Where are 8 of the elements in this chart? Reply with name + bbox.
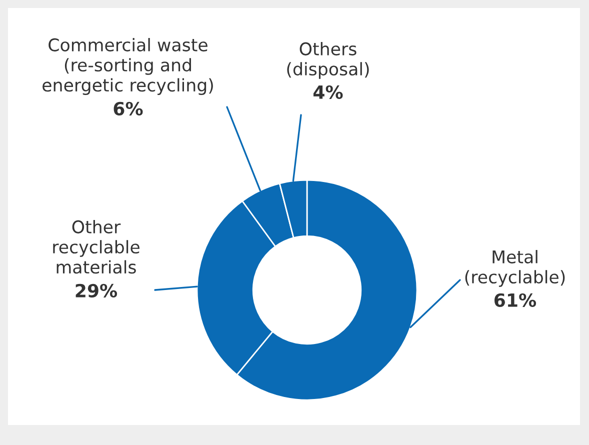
slice-label: Commercial waste (re-sorting and energetic recycling) <box>42 38 213 96</box>
slice-label: Other recyclable materials <box>53 220 140 274</box>
slice-label: Metal (recyclable) <box>465 250 565 287</box>
data-label: 4% <box>313 85 343 99</box>
data-label: 6% <box>114 102 143 116</box>
data-label: 29% <box>76 284 118 298</box>
slice-label: Others (disposal) <box>287 42 369 79</box>
data-label: 61% <box>494 293 536 307</box>
